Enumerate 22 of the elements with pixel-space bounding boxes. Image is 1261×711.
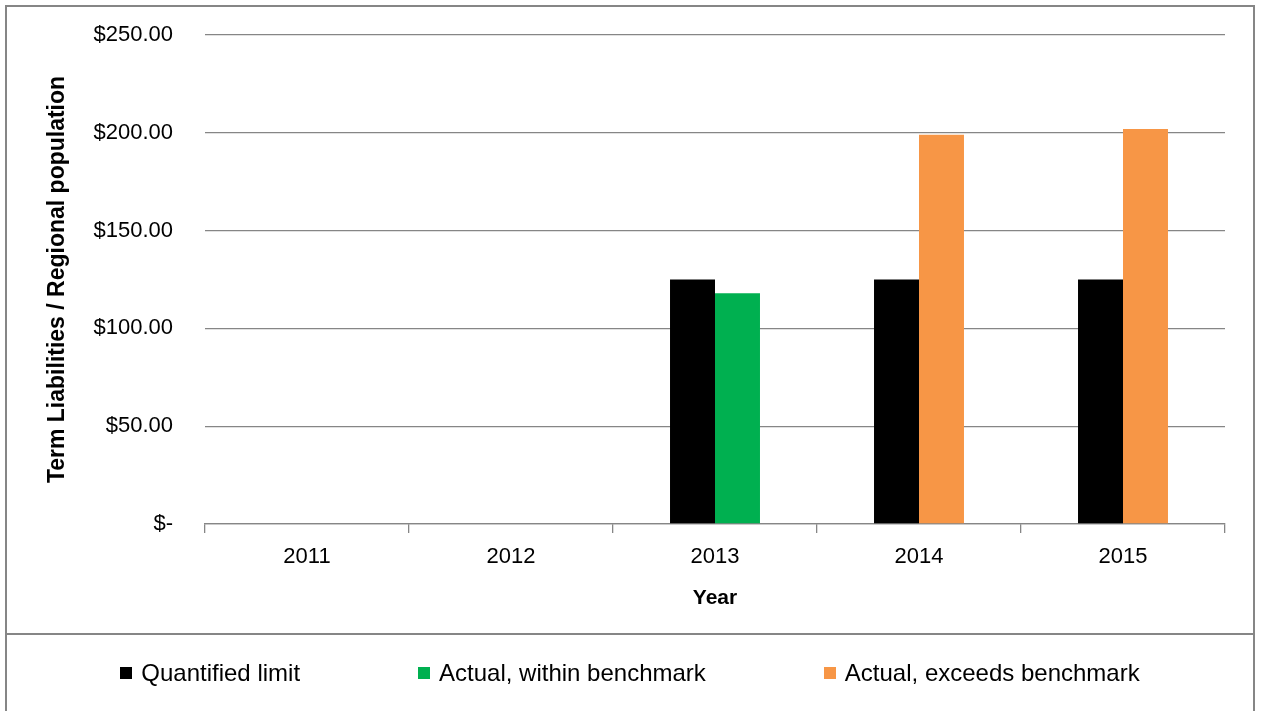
bar [874,279,919,524]
x-tick-label: 2012 [486,543,536,569]
y-tick-label: $200.00 [93,118,173,144]
x-tick-label: 2013 [690,543,740,569]
bar [1078,279,1123,524]
y-tick-label: $- [153,510,173,536]
y-axis-title: Term Liabilities / Regional population [43,75,70,484]
y-tick-label: $250.00 [93,21,173,47]
x-tick-label: 2011 [283,543,331,569]
bar [715,293,760,524]
x-axis-title: Year [692,585,738,609]
legend-label: Actual, within benchmark [439,659,706,687]
bar [919,134,964,524]
bar [1123,128,1168,524]
y-tick-label: $100.00 [93,314,173,340]
y-tick-label: $50.00 [105,412,173,438]
legend-label: Quantified limit [141,659,301,687]
y-tick-label: $150.00 [93,216,173,242]
legend-label: Actual, exceeds benchmark [844,659,1140,687]
x-tick-label: 2014 [894,543,944,569]
bar [670,279,715,524]
x-tick-label: 2015 [1098,543,1148,569]
